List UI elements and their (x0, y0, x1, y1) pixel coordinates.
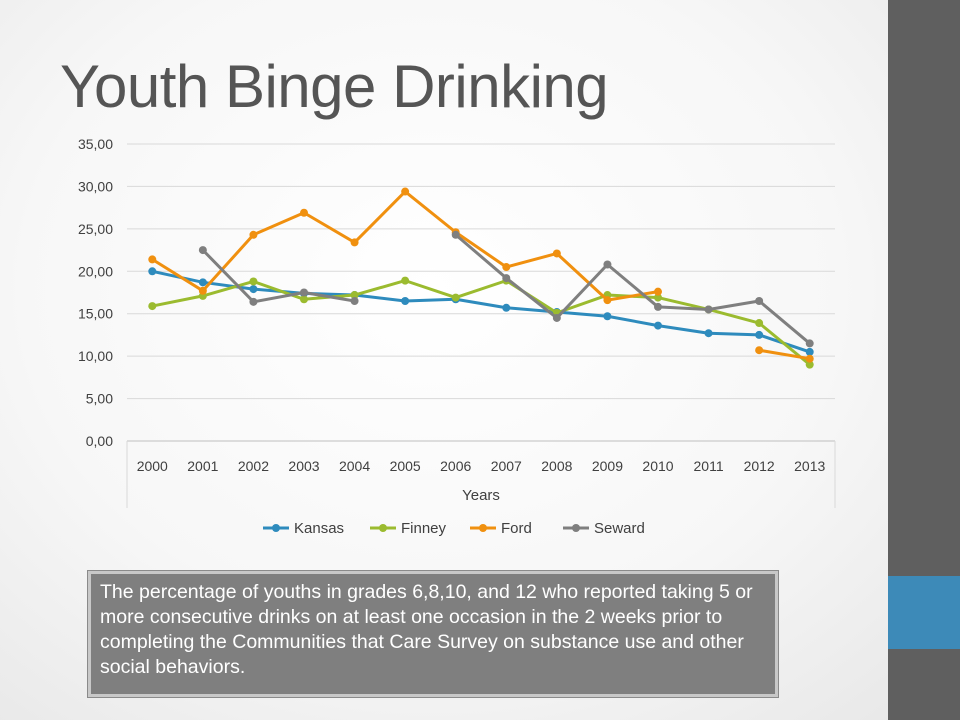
data-point-ford (198, 286, 207, 295)
data-point-ford (805, 354, 814, 363)
x-tick-label: 2010 (642, 458, 673, 474)
data-point-kansas (704, 329, 713, 338)
data-point-seward (552, 313, 561, 322)
caption-box: The percentage of youths in grades 6,8,1… (87, 570, 779, 698)
data-point-seward (249, 297, 258, 306)
data-point-seward (502, 274, 511, 283)
legend-label: Ford (501, 520, 532, 537)
x-tick-label: 2007 (491, 458, 522, 474)
x-tick-label: 2011 (694, 458, 724, 474)
legend-swatch-marker (272, 524, 280, 532)
series-line-kansas (151, 269, 811, 354)
x-axis-title: Years (462, 487, 500, 504)
y-tick-label: 35,00 (78, 136, 113, 152)
data-point-kansas (755, 330, 764, 339)
series-line-seward (454, 233, 811, 345)
series-line-finney (151, 279, 811, 366)
y-tick-label: 30,00 (78, 178, 113, 194)
data-point-kansas (249, 285, 258, 294)
series-line-seward (201, 249, 355, 304)
data-point-finney (300, 295, 308, 304)
x-tick-label: 2003 (288, 458, 319, 474)
legend-label: Kansas (294, 520, 344, 537)
data-point-finney (350, 291, 359, 300)
data-point-seward (805, 339, 814, 348)
chart-container: 0,00 5,00 10,00 15,00 20,00 25,00 30,00 35,00 20… (50, 130, 850, 550)
series-line-ford (758, 348, 810, 361)
data-point-seward (654, 302, 662, 311)
data-point-seward (300, 288, 308, 297)
data-point-seward (704, 305, 713, 314)
x-tick-label: 2005 (390, 458, 421, 474)
data-point-ford (350, 238, 359, 247)
x-tick-label: 2002 (238, 458, 269, 474)
sidebar-accent (888, 576, 960, 649)
y-tick-label: 10,00 (78, 348, 113, 364)
x-tick-label: 2009 (592, 458, 623, 474)
data-point-finney (805, 360, 814, 369)
legend-swatch-marker (479, 524, 487, 532)
page-title: Youth Binge Drinking (60, 53, 609, 120)
data-point-kansas (502, 303, 511, 312)
data-point-finney (654, 293, 662, 302)
legend-label: Finney (401, 520, 447, 537)
x-tick-label: 2006 (440, 458, 471, 474)
x-tick-label: 2008 (541, 458, 572, 474)
data-point-seward (755, 296, 764, 305)
data-point-ford (148, 255, 157, 264)
data-point-kansas (148, 267, 157, 276)
legend-label: Seward (594, 520, 645, 537)
x-tick-label: 2004 (339, 458, 370, 474)
x-tick-label: 2000 (137, 458, 168, 474)
x-tick-label: 2001 (187, 458, 218, 474)
data-point-kansas (401, 296, 410, 305)
data-point-kansas (603, 312, 612, 321)
data-point-kansas (805, 347, 814, 356)
y-tick-label: 25,00 (78, 221, 113, 237)
data-point-finney (451, 293, 460, 302)
y-tick-label: 20,00 (78, 263, 113, 279)
data-point-seward (350, 296, 359, 305)
data-point-finney (755, 319, 764, 328)
y-tick-label: 15,00 (78, 306, 113, 322)
data-point-seward (198, 246, 207, 255)
y-tick-label: 5,00 (86, 391, 113, 407)
line-chart: 0,00 5,00 10,00 15,00 20,00 25,00 30,00 35,00 20… (78, 136, 836, 537)
x-tick-label: 2013 (794, 458, 825, 474)
y-tick-label: 0,00 (86, 433, 113, 449)
data-point-kansas (198, 278, 207, 287)
legend-swatch-marker (572, 524, 580, 532)
legend-swatch-marker (379, 524, 387, 532)
data-point-finney (148, 302, 157, 311)
data-point-ford (401, 187, 410, 196)
data-point-finney (401, 276, 410, 285)
data-point-ford (552, 249, 561, 258)
data-point-finney (249, 277, 258, 286)
data-point-ford (654, 287, 662, 296)
data-point-ford (603, 296, 612, 305)
data-point-ford (755, 346, 764, 355)
data-point-ford (300, 208, 308, 217)
data-point-seward (451, 230, 460, 239)
data-point-seward (603, 260, 612, 269)
data-point-ford (502, 263, 511, 272)
data-point-ford (249, 230, 258, 239)
x-tick-label: 2012 (744, 458, 775, 474)
data-point-kansas (654, 321, 662, 330)
